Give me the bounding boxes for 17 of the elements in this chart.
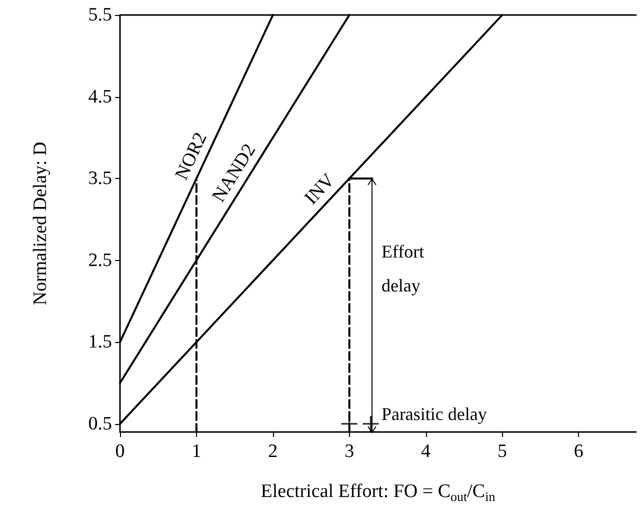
x-tick-label: 3: [344, 441, 354, 462]
x-tick-label: 5: [497, 441, 507, 462]
x-tick-label: 2: [268, 441, 278, 462]
annotation: Parasitic delay: [381, 404, 487, 424]
x-tick-label: 0: [115, 441, 125, 462]
y-tick-label: 3.5: [88, 168, 112, 190]
x-tick-label: 1: [192, 441, 202, 462]
text: NOR2: [171, 129, 212, 184]
annotation: Effort delay: [381, 241, 424, 296]
x-tick-label: 6: [574, 441, 584, 462]
y-tick-label: 0.5: [88, 413, 112, 434]
y-tick-label: 1.5: [88, 332, 112, 353]
y-tick-label: 5.5: [88, 4, 112, 26]
y-tick-label: 4.5: [88, 86, 112, 108]
x-tick-label: 4: [421, 441, 432, 462]
y-tick-label: 2.5: [88, 250, 112, 271]
y-axis-title: Normalized Delay: D: [30, 142, 51, 306]
